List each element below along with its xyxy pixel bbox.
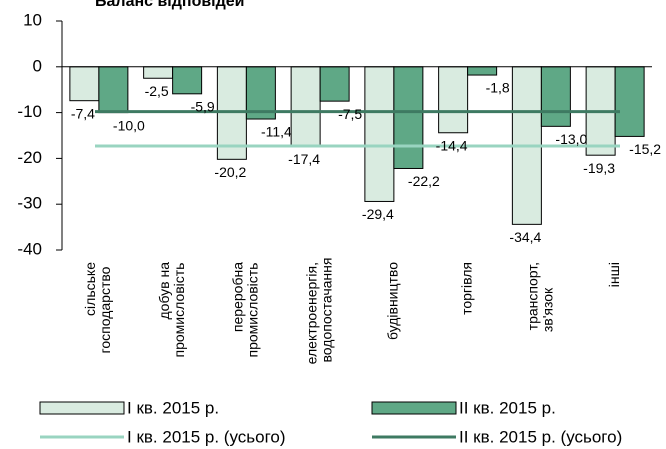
bar [98,66,129,114]
data-label: -7,4 [71,105,95,121]
x-tick-label: транспорт, [525,262,541,330]
data-label: -10,0 [113,117,145,133]
y-tick-label: -40 [17,239,42,258]
legend-label: I кв. 2015 р. (усього) [127,427,286,446]
x-tick-label: переробна [230,262,246,332]
y-tick-label: 0 [33,56,42,75]
x-tick-label: промисловість [171,263,187,358]
data-label: -7,5 [338,106,362,122]
data-label: -5,9 [191,99,215,115]
bar [364,66,395,202]
y-tick-label: -20 [17,148,42,167]
data-label: -22,2 [408,173,440,189]
bar [172,66,203,95]
x-tick-label: будівництво [385,262,401,340]
x-tick-label: зв'язок [540,287,556,332]
bar [438,66,469,134]
x-tick-label: інші [606,262,622,287]
legend-label: I кв. 2015 р. [127,398,219,417]
data-label: -34,4 [509,229,541,245]
x-tick-label: торгівля [458,262,474,315]
legend-label: II кв. 2015 р. [459,398,556,417]
data-label: -17,4 [288,151,320,167]
data-label: -2,5 [145,83,169,99]
legend-swatch [371,401,457,415]
x-tick-label: промисловість [245,263,261,358]
y-tick-label: 10 [23,10,42,29]
y-tick-label: -30 [17,194,42,213]
bar [393,66,424,169]
data-label: -1,8 [486,80,510,96]
y-tick-label: -10 [17,102,42,121]
bar [143,66,174,79]
x-tick-label: водопостачання [318,258,334,363]
bar [614,66,645,137]
data-label: -14,4 [436,137,468,153]
data-label: -11,4 [261,124,292,140]
data-label: -19,3 [583,160,615,176]
legend-label: II кв. 2015 р. (усього) [459,427,622,446]
bar [540,66,571,127]
data-label: -13,0 [555,131,587,147]
bar [290,66,321,147]
chart-title: Баланс відповідей [95,0,245,10]
x-tick-label: сільське [82,262,98,316]
data-label: -29,4 [362,206,394,222]
x-tick-label: електроенергія, [303,262,319,364]
data-label: -20,2 [214,164,246,180]
bar [467,66,498,76]
data-label: -15,2 [629,141,661,157]
bar [69,66,100,102]
x-tick-label: добув на [156,262,172,320]
legend-swatch [39,401,125,415]
x-tick-label: господарство [97,266,113,353]
bar [319,66,350,102]
